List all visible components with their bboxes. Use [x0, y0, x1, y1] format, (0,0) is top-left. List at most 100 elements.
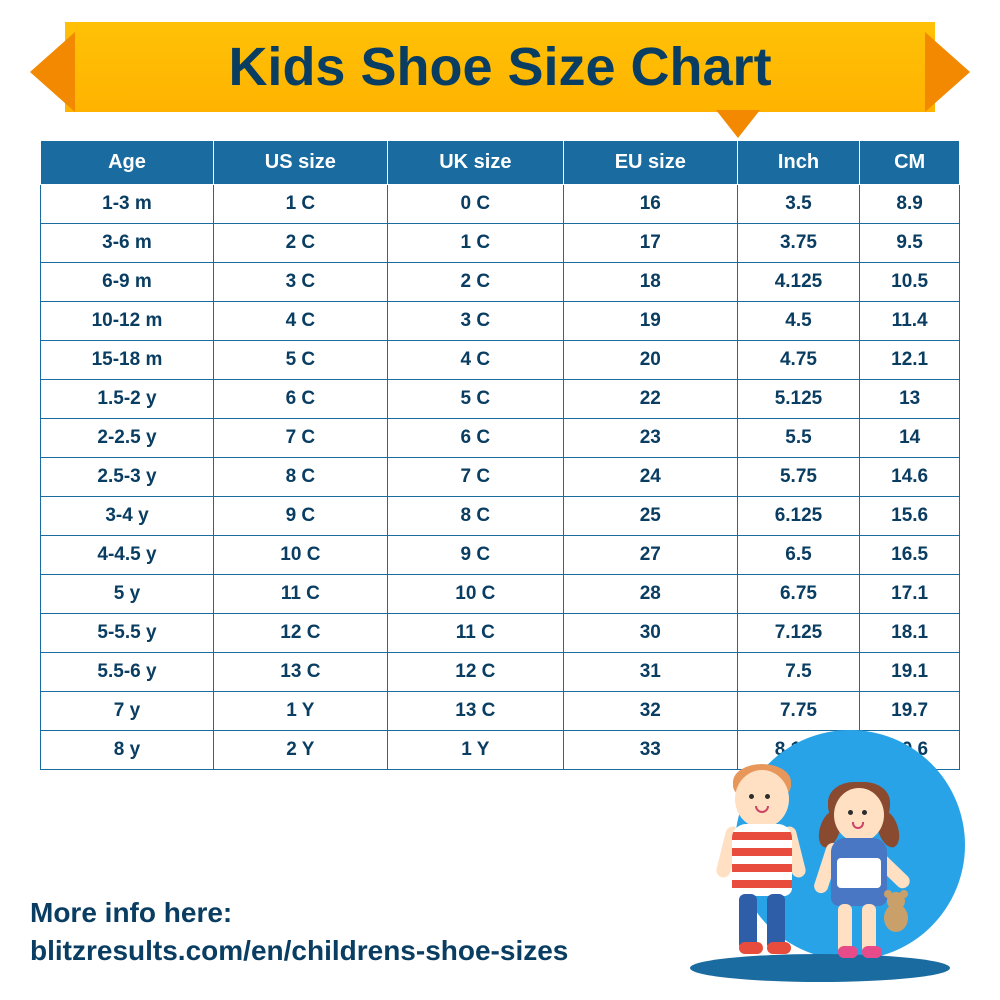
table-cell: 8.9 [860, 185, 960, 224]
size-chart-table-wrap: AgeUS sizeUK sizeEU sizeInchCM 1-3 m1 C0… [40, 140, 960, 770]
table-header: AgeUS sizeUK sizeEU sizeInchCM [41, 141, 960, 185]
table-cell: 15.6 [860, 497, 960, 536]
table-cell: 16 [563, 185, 737, 224]
table-cell: 10 C [213, 536, 387, 575]
table-cell: 7 C [213, 419, 387, 458]
table-cell: 11 C [213, 575, 387, 614]
table-row: 15-18 m5 C4 C204.7512.1 [41, 341, 960, 380]
table-cell: 22 [563, 380, 737, 419]
table-cell: 2 C [213, 224, 387, 263]
table-cell: 4-4.5 y [41, 536, 214, 575]
table-cell: 7 C [387, 458, 563, 497]
table-cell: 15-18 m [41, 341, 214, 380]
table-cell: 6.75 [737, 575, 860, 614]
table-row: 1-3 m1 C0 C163.58.9 [41, 185, 960, 224]
table-cell: 5 C [213, 341, 387, 380]
table-row: 4-4.5 y10 C9 C276.516.5 [41, 536, 960, 575]
table-cell: 20 [563, 341, 737, 380]
table-cell: 6.5 [737, 536, 860, 575]
table-cell: 12 C [213, 614, 387, 653]
table-cell: 5-5.5 y [41, 614, 214, 653]
table-cell: 9 C [387, 536, 563, 575]
table-cell: 6-9 m [41, 263, 214, 302]
table-cell: 19 [563, 302, 737, 341]
table-cell: 18 [563, 263, 737, 302]
table-row: 3-6 m2 C1 C173.759.5 [41, 224, 960, 263]
table-cell: 17.1 [860, 575, 960, 614]
teddy-bear-icon [880, 892, 914, 936]
table-cell: 5.125 [737, 380, 860, 419]
table-cell: 9.5 [860, 224, 960, 263]
kids-illustration [670, 720, 970, 990]
table-cell: 13 C [213, 653, 387, 692]
table-cell: 28 [563, 575, 737, 614]
page-title: Kids Shoe Size Chart [228, 36, 771, 98]
table-cell: 4 C [387, 341, 563, 380]
table-cell: 8 C [387, 497, 563, 536]
table-row: 3-4 y9 C8 C256.12515.6 [41, 497, 960, 536]
column-header: CM [860, 141, 960, 185]
table-cell: 13 C [387, 692, 563, 731]
title-banner: Kids Shoe Size Chart [65, 22, 935, 112]
table-cell: 4 C [213, 302, 387, 341]
table-cell: 19.1 [860, 653, 960, 692]
table-cell: 31 [563, 653, 737, 692]
table-cell: 14.6 [860, 458, 960, 497]
table-cell: 6 C [387, 419, 563, 458]
table-cell: 9 C [213, 497, 387, 536]
footer-line2: blitzresults.com/en/childrens-shoe-sizes [30, 932, 568, 970]
table-cell: 17 [563, 224, 737, 263]
table-cell: 10-12 m [41, 302, 214, 341]
column-header: EU size [563, 141, 737, 185]
column-header: UK size [387, 141, 563, 185]
column-header: Age [41, 141, 214, 185]
table-row: 2-2.5 y7 C6 C235.514 [41, 419, 960, 458]
table-cell: 5 C [387, 380, 563, 419]
table-cell: 5.5-6 y [41, 653, 214, 692]
table-row: 5-5.5 y12 C11 C307.12518.1 [41, 614, 960, 653]
table-cell: 7.125 [737, 614, 860, 653]
table-cell: 4.125 [737, 263, 860, 302]
table-cell: 5 y [41, 575, 214, 614]
table-cell: 3 C [213, 263, 387, 302]
footer-info: More info here: blitzresults.com/en/chil… [30, 894, 568, 970]
table-cell: 4.75 [737, 341, 860, 380]
table-cell: 11.4 [860, 302, 960, 341]
table-row: 2.5-3 y8 C7 C245.7514.6 [41, 458, 960, 497]
table-row: 5 y11 C10 C286.7517.1 [41, 575, 960, 614]
table-cell: 25 [563, 497, 737, 536]
table-cell: 10 C [387, 575, 563, 614]
table-cell: 7.5 [737, 653, 860, 692]
banner-pointer-icon [716, 110, 760, 138]
table-cell: 1 Y [387, 731, 563, 770]
table-cell: 12 C [387, 653, 563, 692]
table-body: 1-3 m1 C0 C163.58.93-6 m2 C1 C173.759.56… [41, 185, 960, 770]
table-cell: 5.75 [737, 458, 860, 497]
table-cell: 3-4 y [41, 497, 214, 536]
girl-icon [810, 780, 910, 970]
table-row: 10-12 m4 C3 C194.511.4 [41, 302, 960, 341]
table-cell: 2-2.5 y [41, 419, 214, 458]
table-cell: 3-6 m [41, 224, 214, 263]
table-cell: 3 C [387, 302, 563, 341]
table-row: 1.5-2 y6 C5 C225.12513 [41, 380, 960, 419]
table-cell: 24 [563, 458, 737, 497]
table-cell: 27 [563, 536, 737, 575]
table-cell: 14 [860, 419, 960, 458]
table-cell: 6.125 [737, 497, 860, 536]
table-cell: 10.5 [860, 263, 960, 302]
table-cell: 6 C [213, 380, 387, 419]
table-cell: 18.1 [860, 614, 960, 653]
table-cell: 0 C [387, 185, 563, 224]
table-cell: 8 y [41, 731, 214, 770]
table-cell: 5.5 [737, 419, 860, 458]
table-cell: 30 [563, 614, 737, 653]
table-cell: 2 Y [213, 731, 387, 770]
table-cell: 2 C [387, 263, 563, 302]
table-cell: 8 C [213, 458, 387, 497]
boy-icon [715, 760, 810, 970]
table-cell: 1 Y [213, 692, 387, 731]
table-cell: 1 C [387, 224, 563, 263]
table-cell: 23 [563, 419, 737, 458]
column-header: Inch [737, 141, 860, 185]
